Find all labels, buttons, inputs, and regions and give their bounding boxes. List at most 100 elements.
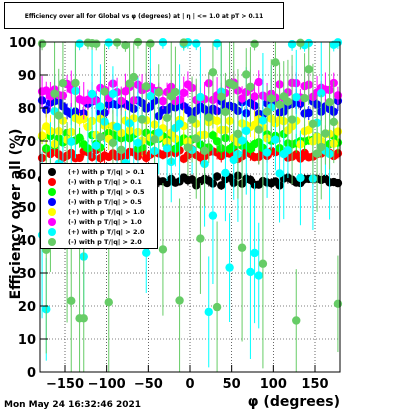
y-tick-label: 100	[9, 36, 36, 51]
legend-marker	[48, 168, 56, 176]
data-point	[92, 141, 101, 150]
data-point	[200, 146, 209, 155]
data-point	[87, 89, 97, 99]
data-point	[237, 94, 247, 103]
data-point	[117, 145, 126, 155]
data-point	[37, 39, 47, 48]
data-point	[112, 122, 122, 131]
data-point	[325, 98, 334, 107]
legend-item: (+) with p T/|q| > 1.0	[41, 207, 157, 217]
data-point	[317, 89, 326, 98]
data-point	[300, 93, 309, 103]
x-tick-label: 0	[185, 377, 194, 392]
data-point	[212, 172, 222, 181]
legend-item: (-) with p T/|q| > 0.1	[41, 177, 157, 187]
axis-layer: −150 −100 −50 0 50 100 150 0 10 20 30 40 50 60 70 80 90 1…	[9, 36, 329, 392]
legend-label: (+) with p T/|q| > 0.5	[68, 188, 145, 196]
chart-title: Efficiency over all for Global vs φ (deg…	[24, 13, 264, 20]
legend-item: (+) with p T/|q| > 0.5	[41, 187, 157, 197]
y-tick-label: 60	[18, 168, 36, 183]
y-tick-label: 0	[27, 366, 36, 381]
legend-item: (-) with p T/|q| > 2.0	[41, 237, 157, 247]
data-point	[96, 102, 105, 111]
y-tick-label: 80	[18, 102, 36, 117]
data-point	[304, 65, 313, 74]
data-point	[254, 125, 263, 134]
data-point	[296, 173, 305, 183]
data-point	[54, 111, 63, 120]
data-point	[146, 91, 155, 101]
data-point	[137, 115, 147, 124]
legend-marker	[48, 208, 56, 216]
data-point	[71, 78, 80, 88]
x-axis-label: φ (degrees)	[248, 394, 340, 410]
data-point	[262, 107, 272, 116]
data-point	[283, 146, 293, 155]
data-point	[287, 40, 297, 49]
series-7	[37, 37, 343, 372]
data-point	[183, 143, 193, 152]
data-point	[162, 113, 172, 122]
data-point	[217, 181, 226, 190]
data-point	[258, 259, 268, 268]
legend-marker	[48, 228, 56, 236]
data-point	[158, 96, 168, 106]
data-point	[258, 116, 268, 125]
data-point	[308, 119, 318, 128]
data-point	[50, 89, 59, 98]
legend-label: (-) with p T/|q| > 0.1	[68, 178, 142, 186]
data-point	[229, 81, 238, 90]
legend-label: (+) with p T/|q| > 1.0	[68, 208, 145, 216]
data-point	[204, 307, 213, 317]
data-point	[333, 91, 343, 100]
data-point	[154, 128, 163, 137]
legend-marker	[48, 198, 56, 206]
data-point	[237, 243, 247, 252]
data-point	[150, 135, 159, 144]
data-point	[212, 116, 222, 126]
data-point	[179, 38, 188, 47]
legend-label: (-) with p T/|q| > 0.5	[68, 198, 142, 206]
data-point	[179, 88, 188, 98]
data-point	[79, 314, 88, 323]
data-point	[208, 211, 218, 220]
data-point	[187, 115, 197, 124]
data-point	[254, 271, 263, 280]
data-point	[192, 39, 201, 48]
y-tick-label: 20	[18, 300, 36, 315]
data-point	[162, 144, 172, 153]
data-point	[187, 175, 197, 184]
y-axis-label: Efficiency over all (%)	[8, 129, 24, 300]
series-layer	[37, 37, 343, 372]
data-point	[175, 296, 184, 305]
data-point	[262, 148, 272, 157]
data-point	[304, 108, 313, 118]
data-point	[292, 92, 301, 102]
data-point	[283, 97, 293, 106]
x-tick-label: −100	[88, 377, 126, 392]
data-point	[158, 245, 168, 254]
data-point	[133, 138, 143, 148]
data-point	[271, 58, 280, 67]
legend: (+) with p T/|q| > 0.1 (-) with p T/|q| >…	[40, 163, 158, 249]
data-point	[67, 296, 76, 305]
data-point	[271, 135, 280, 144]
y-tick-label: 30	[18, 267, 36, 282]
data-point	[75, 39, 84, 48]
x-tick-label: −150	[46, 377, 84, 392]
data-point	[250, 248, 259, 258]
data-point	[121, 40, 130, 50]
data-point	[142, 82, 151, 91]
y-tick-label: 40	[18, 234, 36, 249]
data-point	[196, 234, 205, 243]
data-point	[204, 113, 213, 122]
data-point	[212, 137, 222, 146]
legend-item: (+) with p T/|q| > 0.1	[41, 167, 157, 177]
data-point	[58, 79, 68, 88]
data-point	[333, 178, 343, 188]
x-tick-label: −50	[134, 377, 163, 392]
data-point	[329, 117, 338, 127]
data-point	[317, 142, 326, 152]
timestamp: Mon May 24 16:32:46 2021	[4, 400, 142, 410]
